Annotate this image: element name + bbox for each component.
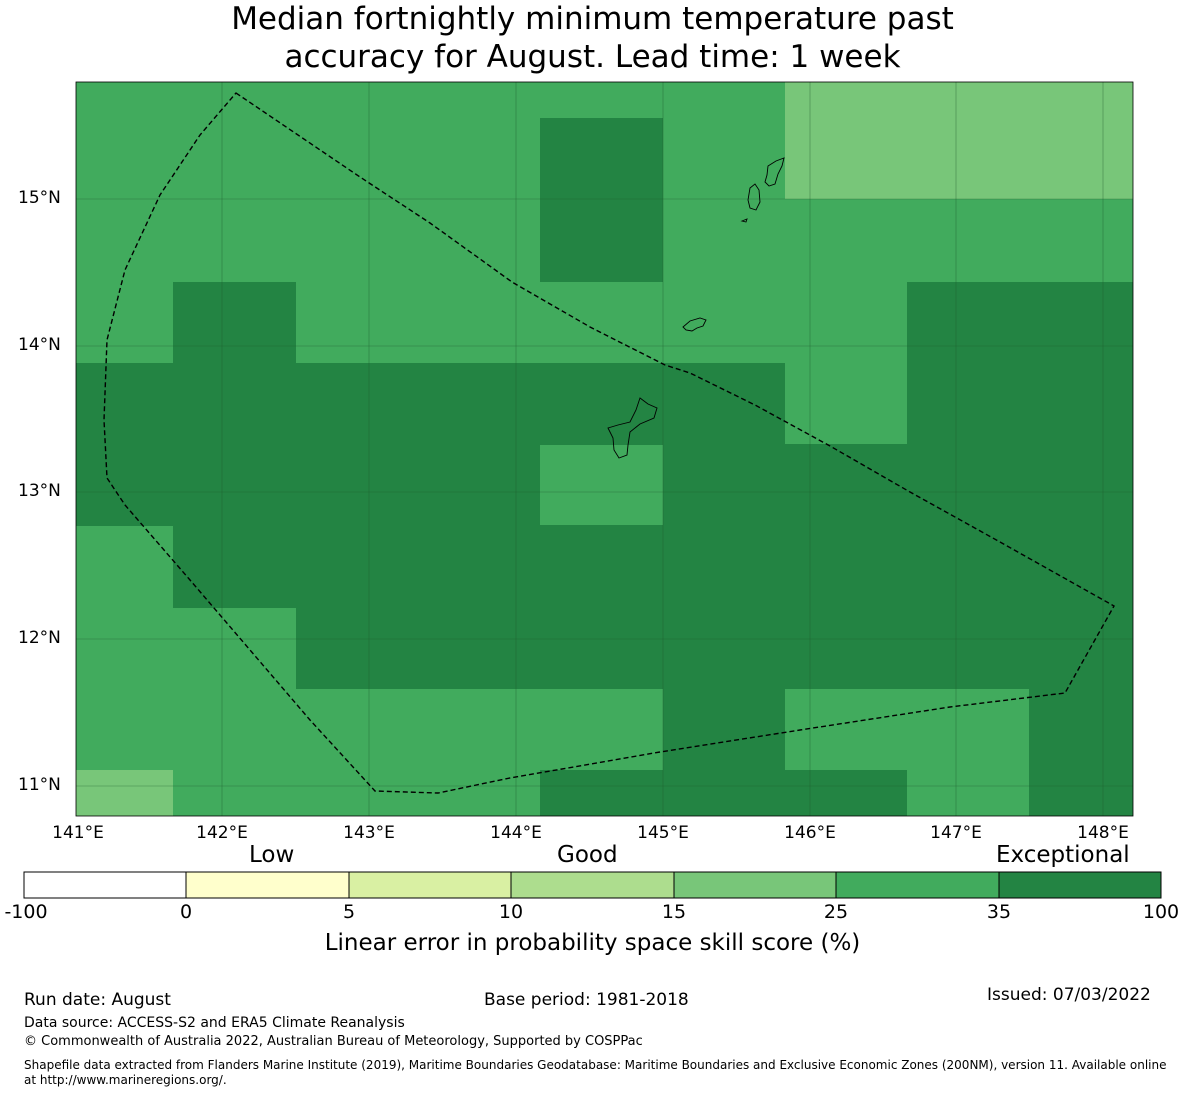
shapefile-credit-line-2: at http://www.marineregions.org/. — [24, 1073, 227, 1087]
lon-label-147: 147°E — [930, 823, 982, 843]
lon-label-142: 142°E — [196, 823, 248, 843]
colorbar-seg-1 — [24, 872, 186, 898]
title-line-2: accuracy for August. Lead time: 1 week — [284, 39, 901, 75]
cell-ne-light — [785, 82, 1133, 199]
cell-dark-band-3 — [173, 525, 1133, 608]
island-rota — [682, 317, 707, 332]
cell-dark-central-e — [907, 363, 1133, 445]
category-good: Good — [557, 842, 618, 868]
cell-dark-south — [540, 770, 907, 816]
colorbar-seg-2 — [186, 872, 349, 898]
category-exceptional: Exceptional — [996, 842, 1130, 868]
island-aguijan — [740, 218, 748, 223]
colorbar-tick-15: 15 — [661, 901, 687, 923]
lon-label-148: 148°E — [1077, 823, 1129, 843]
island-guam — [607, 397, 658, 459]
colorbar-dividers — [185, 872, 1000, 898]
cell-dark-south-mid — [663, 688, 785, 771]
colorbar-seg-5 — [674, 872, 836, 898]
colorbar-seg-7 — [999, 872, 1161, 898]
cell-dark-142 — [173, 282, 296, 364]
base-period: Base period: 1981-2018 — [484, 990, 689, 1010]
copyright: © Commonwealth of Australia 2022, Austra… — [24, 1034, 643, 1049]
lon-label-144: 144°E — [490, 823, 542, 843]
lon-label-141: 141°E — [52, 823, 104, 843]
chart-title: Median fortnightly minimum temperature p… — [0, 0, 1185, 76]
lon-label-146: 146°E — [784, 823, 836, 843]
cell-dark-east — [907, 282, 1133, 364]
cell-dark-central — [76, 363, 785, 445]
cell-sw-light — [76, 770, 173, 816]
cell-dark-north — [540, 118, 663, 282]
colorbar-tick-35: 35 — [986, 901, 1012, 923]
colorbar-label: Linear error in probability space skill … — [324, 930, 861, 956]
lat-label-12: 12°N — [18, 628, 61, 648]
eez-boundary — [103, 92, 1115, 794]
colorbar-tick-minus100: -100 — [4, 901, 48, 923]
map-frame — [75, 81, 1134, 817]
lat-label-13: 13°N — [18, 481, 61, 501]
cell-dark-south-e — [1029, 688, 1133, 816]
lat-label-15: 15°N — [18, 188, 61, 208]
colorbar — [23, 871, 1162, 899]
lat-label-11: 11°N — [18, 775, 61, 795]
colorbar-tick-5: 5 — [342, 901, 356, 923]
colorbar-tick-10: 10 — [498, 901, 524, 923]
cell-dark-band-4 — [296, 607, 1133, 689]
category-low: Low — [249, 842, 295, 868]
graticule — [76, 82, 1133, 816]
lon-label-143: 143°E — [343, 823, 395, 843]
lat-label-14: 14°N — [18, 335, 61, 355]
cell-dark-band-1 — [76, 444, 540, 526]
colorbar-tick-25: 25 — [823, 901, 849, 923]
colorbar-seg-6 — [836, 872, 999, 898]
island-saipan — [764, 157, 785, 187]
colorbar-seg-3 — [349, 872, 511, 898]
island-tinian — [747, 183, 761, 211]
colorbar-tick-0: 0 — [179, 901, 193, 923]
issued-date: Issued: 07/03/2022 — [987, 985, 1151, 1005]
run-date: Run date: August — [24, 990, 171, 1010]
map-cells — [76, 82, 1133, 816]
islands — [607, 157, 785, 459]
colorbar-seg-4 — [511, 872, 674, 898]
shapefile-credit-line-1: Shapefile data extracted from Flanders M… — [24, 1058, 1167, 1072]
lon-label-145: 145°E — [637, 823, 689, 843]
title-line-1: Median fortnightly minimum temperature p… — [231, 1, 954, 37]
colorbar-tick-100: 100 — [1142, 901, 1180, 923]
data-source: Data source: ACCESS-S2 and ERA5 Climate … — [24, 1015, 405, 1031]
colorbar-frame — [23, 871, 1162, 899]
